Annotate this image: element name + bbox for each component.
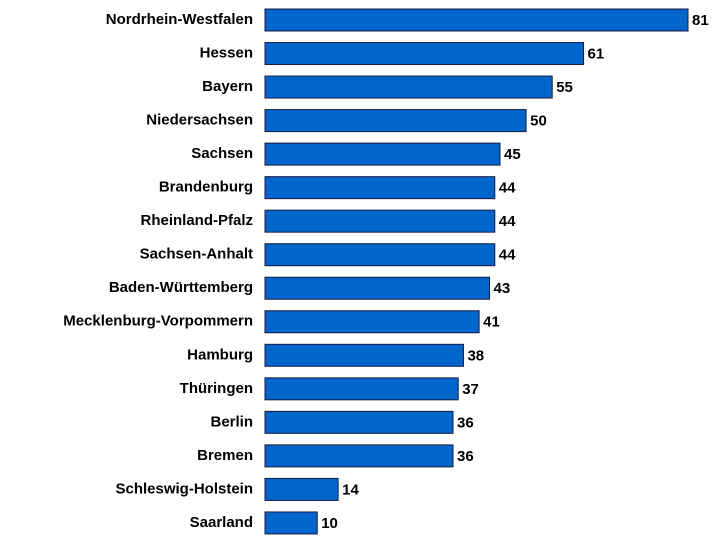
category-label: Schleswig-Holstein [115, 480, 253, 497]
value-label: 45 [504, 146, 521, 163]
bar [264, 310, 480, 334]
bar [264, 343, 464, 367]
bar [264, 109, 527, 133]
category-label: Hamburg [187, 346, 253, 363]
value-label: 36 [457, 414, 474, 431]
category-label: Niedersachsen [146, 112, 253, 129]
value-label: 41 [483, 314, 500, 331]
value-label: 81 [692, 12, 709, 29]
bar [264, 75, 553, 99]
value-label: 14 [342, 481, 359, 498]
bar [264, 511, 318, 535]
value-label: 55 [556, 79, 573, 96]
category-label: Mecklenburg-Vorpommern [63, 313, 253, 330]
category-label: Bayern [202, 78, 253, 95]
category-label: Berlin [210, 413, 253, 430]
category-label: Rheinland-Pfalz [140, 212, 253, 229]
value-label: 36 [457, 448, 474, 465]
bar [264, 42, 585, 66]
bar [264, 142, 501, 166]
category-label: Thüringen [180, 380, 253, 397]
category-label: Saarland [190, 514, 253, 531]
value-label: 38 [467, 347, 484, 364]
bar [264, 444, 454, 468]
bar [264, 377, 459, 401]
value-label: 44 [499, 247, 516, 264]
bar [264, 209, 496, 233]
value-label: 61 [588, 45, 605, 62]
value-label: 37 [462, 381, 479, 398]
category-label: Baden-Württemberg [109, 279, 253, 296]
bar [264, 176, 496, 200]
bar [264, 276, 491, 300]
bar [264, 8, 689, 32]
category-label: Sachsen [191, 145, 253, 162]
category-label: Bremen [197, 447, 253, 464]
category-label: Nordrhein-Westfalen [106, 11, 253, 28]
category-label: Hessen [200, 44, 253, 61]
value-label: 10 [321, 515, 338, 532]
category-label: Sachsen-Anhalt [140, 246, 253, 263]
value-label: 50 [530, 113, 547, 130]
category-label: Brandenburg [159, 179, 253, 196]
bar [264, 410, 454, 434]
value-label: 43 [494, 280, 511, 297]
value-label: 44 [499, 180, 516, 197]
bar [264, 243, 496, 267]
bar [264, 477, 339, 501]
value-label: 44 [499, 213, 516, 230]
